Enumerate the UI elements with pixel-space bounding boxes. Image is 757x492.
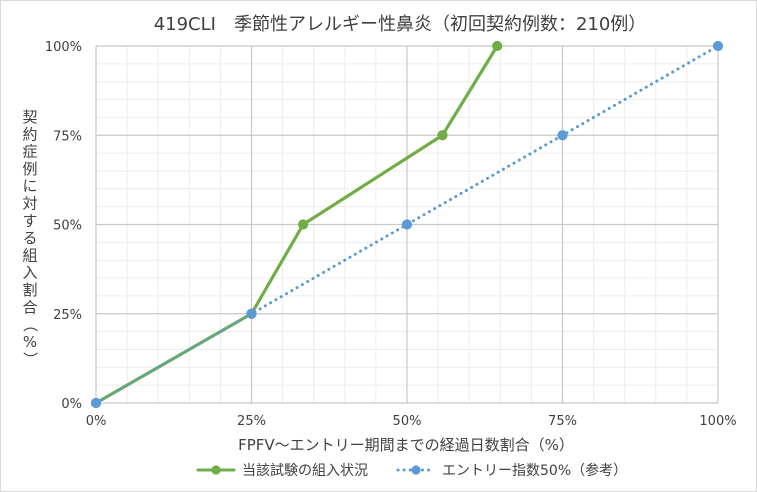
series-2-point: [557, 130, 568, 141]
y-tick-label: 25%: [53, 308, 82, 323]
legend-label-1: 当該試験の組入状況: [242, 463, 368, 479]
y-axis-title-char: 症: [22, 143, 37, 161]
legend-marker-2: [411, 465, 421, 475]
y-tick-labels: 0% 25% 50% 75% 100%: [45, 40, 82, 412]
legend: 当該試験の組入状況 エントリー指数50%（参考）: [196, 462, 627, 479]
y-axis-title-char: ）: [21, 352, 39, 367]
y-axis-title-char: 契: [22, 108, 37, 126]
y-axis-title-char: 例: [22, 160, 37, 178]
series-layer: [90, 40, 724, 409]
legend-marker-1: [211, 465, 221, 475]
x-tick-label: 25%: [237, 414, 266, 429]
y-axis-title-char: る: [22, 229, 37, 247]
x-tick-label: 75%: [548, 414, 577, 429]
y-axis-title-char: 約: [22, 125, 37, 143]
y-axis-title-char: に: [22, 177, 37, 195]
y-axis-title-char: す: [22, 212, 37, 230]
y-axis-title-char: 割: [22, 281, 37, 299]
y-axis-title-char: （: [21, 317, 39, 332]
series-2-point: [712, 40, 724, 52]
y-tick-label: 100%: [45, 40, 82, 55]
y-axis-title-char: 入: [22, 264, 37, 282]
y-tick-label: 0%: [61, 397, 82, 412]
plot-area: [90, 40, 724, 409]
y-tick-label: 50%: [53, 219, 82, 234]
series-1-point: [492, 40, 503, 52]
series-1-point: [437, 130, 448, 141]
x-axis-title: FPFV～エントリー期間までの経過日数割合（%）: [238, 436, 574, 454]
y-axis-title-char: 対: [22, 195, 37, 213]
y-axis-title-char: 組: [22, 246, 37, 264]
y-axis-title-char: 合: [22, 298, 37, 316]
x-tick-label: 50%: [393, 414, 422, 429]
y-axis-title: 契約症例に対する組入割合%: [22, 108, 37, 351]
x-tick-label: 0%: [86, 414, 107, 429]
y-axis-title-char: %: [23, 333, 37, 351]
series-2-point: [90, 397, 102, 409]
y-tick-label: 75%: [53, 129, 82, 144]
x-tick-label: 100%: [699, 414, 736, 429]
x-tick-labels: 0% 25% 50% 75% 100%: [86, 414, 737, 429]
series-2-point: [401, 219, 413, 230]
series-1-point: [298, 219, 309, 230]
series-2-point: [246, 308, 257, 319]
legend-label-2: エントリー指数50%（参考）: [442, 462, 627, 479]
chart-title: 419CLI 季節性アレルギー性鼻炎（初回契約例数：210例）: [154, 14, 647, 35]
